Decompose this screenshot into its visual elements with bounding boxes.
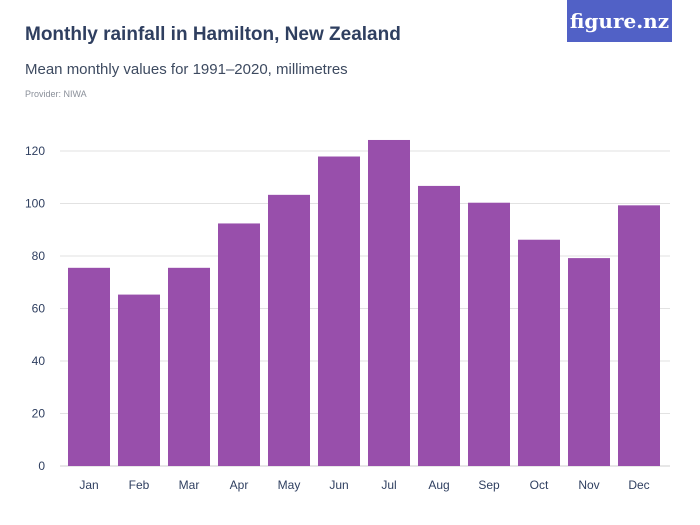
provider-label: Provider: NIWA: [25, 89, 87, 99]
bar-nov: [568, 258, 610, 466]
x-tick-label: Feb: [129, 478, 150, 492]
bar-jan: [68, 267, 110, 466]
bar-jun: [318, 156, 360, 466]
y-tick-label: 120: [25, 144, 45, 158]
x-tick-label: Apr: [230, 478, 249, 492]
bar-may: [268, 194, 310, 466]
bar-feb: [118, 294, 160, 466]
y-tick-label: 100: [25, 197, 45, 211]
bar-jul: [368, 139, 410, 466]
x-tick-label: Nov: [578, 478, 599, 492]
x-tick-label: Jan: [79, 478, 98, 492]
y-tick-label: 0: [38, 459, 45, 473]
y-tick-label: 60: [32, 302, 46, 316]
bar-apr: [218, 223, 260, 466]
figure-nz-logo[interactable]: figure.nz: [567, 0, 672, 42]
bar-sep: [468, 202, 510, 466]
x-tick-label: Mar: [179, 478, 200, 492]
bar-dec: [618, 205, 660, 466]
x-tick-label: Oct: [530, 478, 549, 492]
x-tick-label: Aug: [428, 478, 449, 492]
y-tick-label: 20: [32, 407, 46, 421]
chart-subtitle: Mean monthly values for 1991–2020, milli…: [25, 61, 348, 78]
bar-mar: [168, 267, 210, 466]
chart-title: Monthly rainfall in Hamilton, New Zealan…: [25, 24, 401, 45]
bar-aug: [418, 185, 460, 466]
x-tick-label: Jun: [329, 478, 348, 492]
x-tick-label: May: [278, 478, 301, 492]
y-tick-label: 40: [32, 354, 46, 368]
x-tick-label: Sep: [478, 478, 500, 492]
x-tick-label: Jul: [381, 478, 396, 492]
x-tick-label: Dec: [628, 478, 649, 492]
bar-oct: [518, 239, 560, 466]
y-tick-label: 80: [32, 249, 46, 263]
